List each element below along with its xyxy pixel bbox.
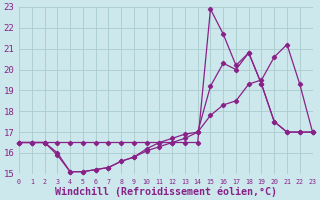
X-axis label: Windchill (Refroidissement éolien,°C): Windchill (Refroidissement éolien,°C) bbox=[55, 186, 277, 197]
